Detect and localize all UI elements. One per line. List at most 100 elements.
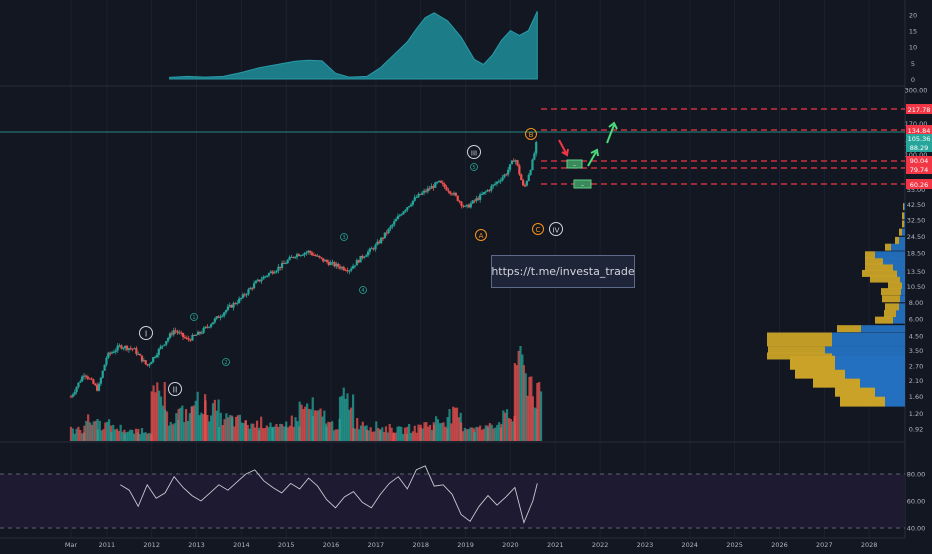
volume-bar: [286, 427, 290, 441]
volume-bar: [152, 385, 155, 441]
candle-body: [254, 281, 258, 284]
candle-body: [480, 194, 484, 196]
time-axis: Mar 2011 2012 2013 2014 2015 2016 2017 2018 2019 2…: [65, 541, 878, 549]
volume-bar: [409, 433, 413, 441]
candle-body: [514, 160, 517, 162]
volume-bar: [342, 387, 345, 441]
volume-bar: [530, 376, 533, 441]
volume-bar: [100, 430, 103, 441]
volume-bar: [430, 429, 434, 441]
candle-body: [174, 330, 177, 332]
time-axis-tick: 2021: [547, 541, 564, 549]
volume-bar: [255, 420, 259, 441]
candle-body: [303, 253, 306, 255]
candle-body: [71, 394, 74, 397]
candle-body: [86, 376, 89, 379]
wave-label-circle: [190, 313, 198, 321]
candle-body: [301, 254, 304, 256]
volume-bar: [238, 414, 241, 441]
candle-body: [348, 270, 351, 272]
candle-body: [353, 265, 357, 267]
price-label: 134.84: [908, 127, 931, 135]
candle-body: [452, 192, 456, 195]
candle-body: [96, 385, 99, 391]
volume-bar: [440, 422, 443, 441]
candle-body: [137, 353, 140, 355]
candle-body: [206, 326, 209, 328]
price-axis-tick: 6.00: [909, 316, 923, 324]
volume-bar: [129, 429, 132, 441]
candle-body: [234, 303, 237, 305]
price-axis-tick: 100.00: [905, 151, 928, 159]
volume-profile-blue: [900, 295, 905, 303]
volume-bar: [229, 414, 232, 441]
volume-bar: [133, 433, 136, 441]
target-box: [573, 179, 592, 189]
wave-label-B: B: [529, 131, 534, 139]
wave-label-circle: [467, 145, 481, 159]
telegram-link-text[interactable]: https://t.me/investa_trade: [491, 265, 635, 278]
candle-body: [391, 224, 394, 227]
volume-bar: [331, 421, 334, 441]
volume-bar: [348, 409, 351, 441]
volume-bar: [117, 430, 120, 441]
telegram-link-box[interactable]: https://t.me/investa_trade: [491, 255, 635, 288]
volume-bar: [279, 423, 282, 441]
candle-body: [355, 260, 358, 266]
candle-body: [366, 251, 370, 256]
candle-body: [236, 302, 239, 304]
candle-body: [462, 205, 465, 207]
volume-bar: [477, 427, 480, 441]
volume-bar: [206, 414, 209, 441]
volume-profile-blue: [899, 303, 905, 311]
candle-body: [243, 294, 246, 296]
candle-body: [314, 255, 317, 257]
rsi-axis-tick: 80.00: [907, 471, 926, 479]
volume-profile-gold: [862, 269, 897, 277]
volume-profile-blue: [861, 325, 905, 333]
candle-body: [249, 287, 252, 290]
volume-bar: [325, 426, 328, 441]
time-axis-tick: 2020: [502, 541, 519, 549]
volume-bar: [455, 407, 459, 441]
up-arrow-icon: [608, 121, 618, 130]
candle-body: [374, 244, 377, 250]
candle-body: [533, 153, 536, 160]
support-resistance-lines: [541, 108, 905, 185]
volume-bar: [211, 403, 215, 441]
candle-body: [428, 188, 431, 190]
volume-profile-blue: [902, 228, 905, 236]
candle-body: [406, 207, 409, 210]
volume-bar: [427, 426, 430, 441]
volume-bar: [398, 426, 401, 441]
candle-body: [512, 160, 515, 162]
volume-bar: [252, 423, 255, 441]
volume-bar: [313, 410, 317, 441]
candle-body: [327, 261, 330, 266]
volume-bar: [467, 429, 470, 441]
volume-bar: [419, 424, 422, 441]
candle-body: [110, 352, 114, 354]
candle-body: [443, 183, 446, 188]
candle-body: [228, 304, 231, 307]
volume-bar: [146, 433, 149, 441]
candle-body: [378, 241, 381, 244]
volume-profile-gold: [865, 257, 883, 265]
volume-bar: [356, 417, 359, 441]
volume-bar: [479, 425, 482, 441]
volume-bar: [400, 426, 403, 441]
top-axis-tick: 0: [911, 76, 915, 84]
candle-body: [286, 260, 289, 264]
price-label: 217.78: [908, 106, 931, 114]
candle-body: [176, 331, 179, 333]
up-arrow-icon: [590, 148, 599, 157]
wave-label-I: I: [145, 330, 147, 339]
volume-bar: [92, 421, 95, 441]
candle-body: [350, 268, 353, 271]
candle-body: [331, 262, 334, 264]
candle-body: [140, 355, 144, 362]
candle-body: [352, 266, 355, 269]
volume-bar: [304, 406, 307, 441]
